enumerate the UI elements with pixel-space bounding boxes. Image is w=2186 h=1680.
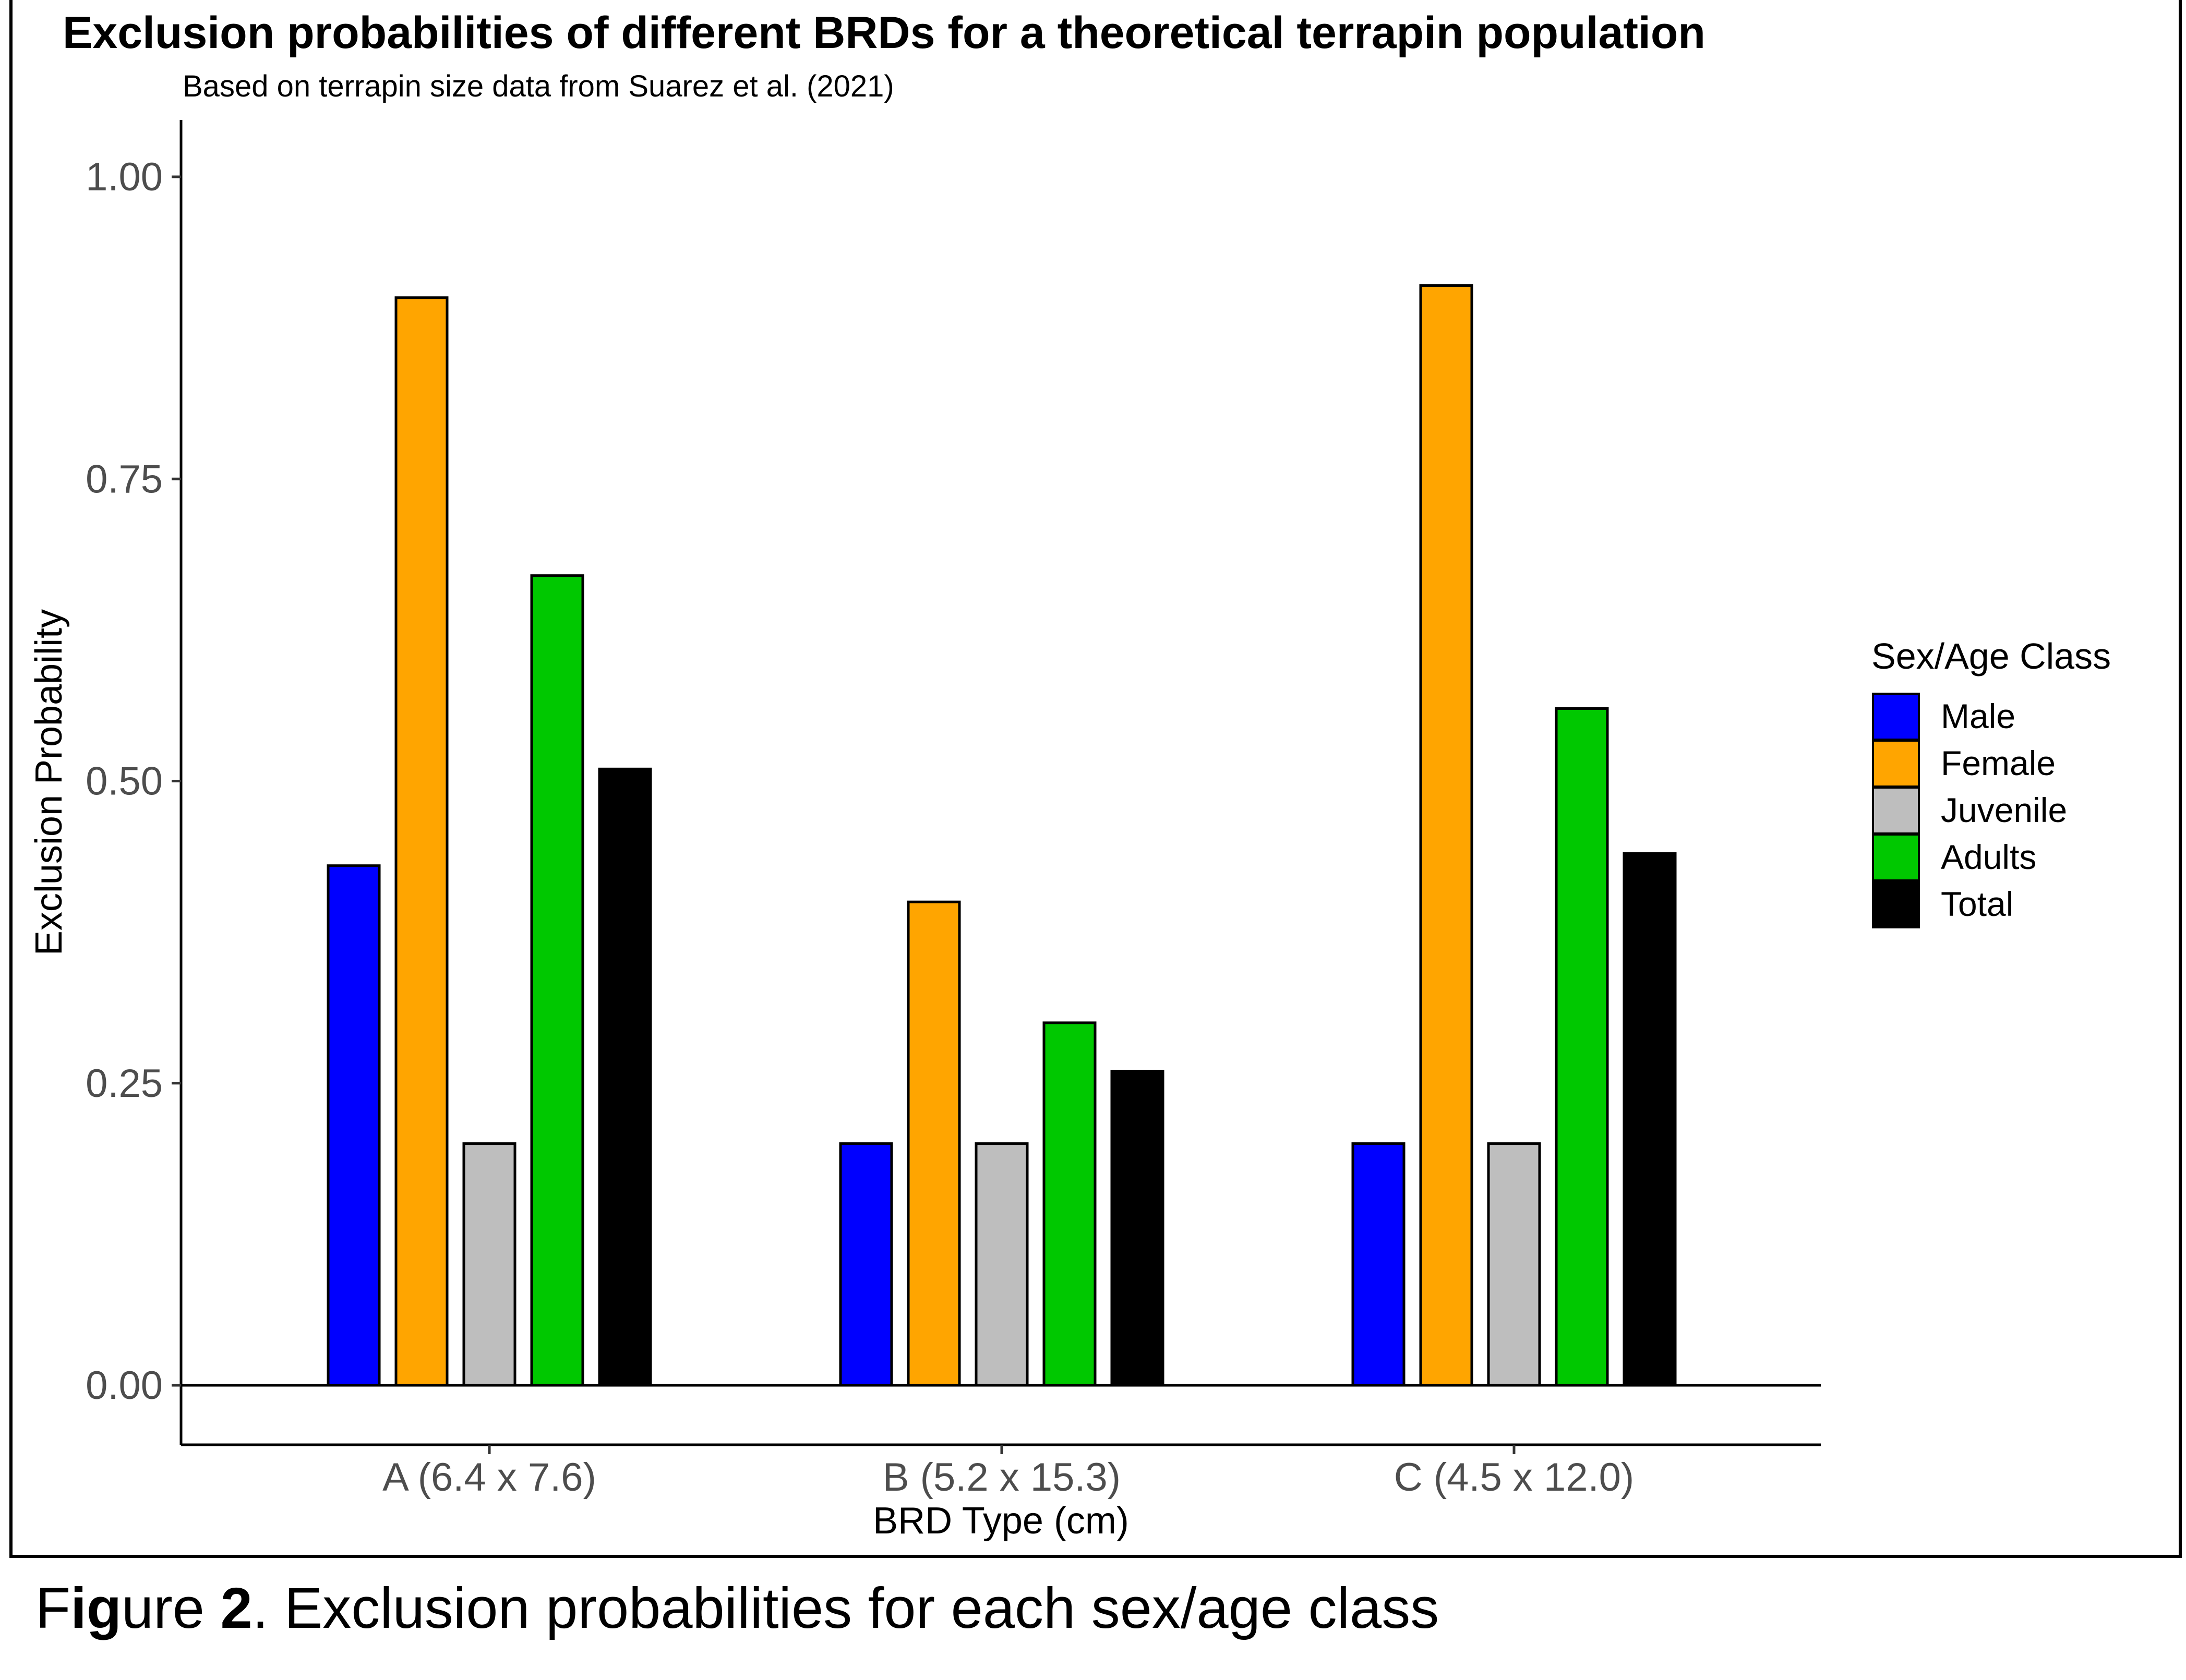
chart-frame — [9, 0, 2182, 1558]
legend-title: Sex/Age Class — [1871, 636, 2111, 676]
caption-part: ure — [121, 1576, 221, 1640]
bar-total-3 — [1623, 852, 1677, 1387]
x-tick-label: C (4.5 x 12.0) — [1394, 1455, 1634, 1500]
y-tick-label: 0.50 — [86, 759, 163, 804]
legend-label-juvenile: Juvenile — [1941, 791, 2067, 829]
figure-caption: Figure 2. Exclusion probabilities for ea… — [35, 1575, 1439, 1641]
chart-subtitle: Based on terrapin size data from Suarez … — [183, 69, 894, 103]
y-tick-label: 0.25 — [86, 1061, 163, 1106]
bar-adults-2 — [1042, 1021, 1097, 1387]
legend-key-adults — [1872, 833, 1920, 881]
legend-key-female — [1872, 740, 1920, 788]
x-axis-label: BRD Type (cm) — [873, 1500, 1129, 1542]
bar-adults-1 — [530, 574, 584, 1387]
legend-key-male — [1872, 693, 1920, 741]
bar-total-2 — [1110, 1070, 1164, 1387]
plot-area: 0.00 0.25 0.50 0.75 1.00 A (6.4 x 7.6) B (5.2 … — [86, 120, 1821, 1500]
caption-part: F — [35, 1576, 71, 1640]
legend-key-juvenile — [1872, 787, 1920, 835]
bar-female-3 — [1419, 284, 1473, 1387]
x-tick-label: A (6.4 x 7.6) — [382, 1455, 596, 1500]
y-tick-label: 0.75 — [86, 457, 163, 501]
bar-total-1 — [598, 767, 652, 1387]
x-tick-label: B (5.2 x 15.3) — [883, 1455, 1121, 1500]
y-tick-label: 1.00 — [86, 155, 163, 199]
y-axis-label: Exclusion Probability — [28, 609, 70, 956]
bar-male-3 — [1351, 1142, 1406, 1387]
legend-label-male: Male — [1941, 697, 2015, 735]
y-tick-label: 0.00 — [86, 1363, 163, 1408]
bar-male-2 — [839, 1142, 893, 1387]
bar-juvenile-1 — [462, 1142, 517, 1387]
bar-female-2 — [907, 900, 961, 1387]
bar-chart: Exclusion probabilities of different BRD… — [28, 8, 2111, 1542]
caption-text: . Exclusion probabilities for each sex/a… — [252, 1576, 1439, 1640]
bar-male-1 — [327, 864, 381, 1387]
bar-juvenile-2 — [975, 1142, 1029, 1387]
chart-title: Exclusion probabilities of different BRD… — [63, 8, 1705, 58]
bar-female-1 — [394, 296, 449, 1387]
legend-label-adults: Adults — [1941, 838, 2036, 876]
bar-juvenile-3 — [1487, 1142, 1541, 1387]
legend-label-total: Total — [1941, 885, 2013, 923]
bar-adults-3 — [1555, 707, 1609, 1387]
legend-key-total — [1872, 880, 1920, 928]
caption-number: 2 — [220, 1576, 253, 1640]
legend-label-female: Female — [1941, 744, 2056, 782]
caption-part-bold: ig — [70, 1576, 122, 1640]
legend: Sex/Age Class Male Female Juvenile Adults To… — [1871, 636, 2111, 928]
